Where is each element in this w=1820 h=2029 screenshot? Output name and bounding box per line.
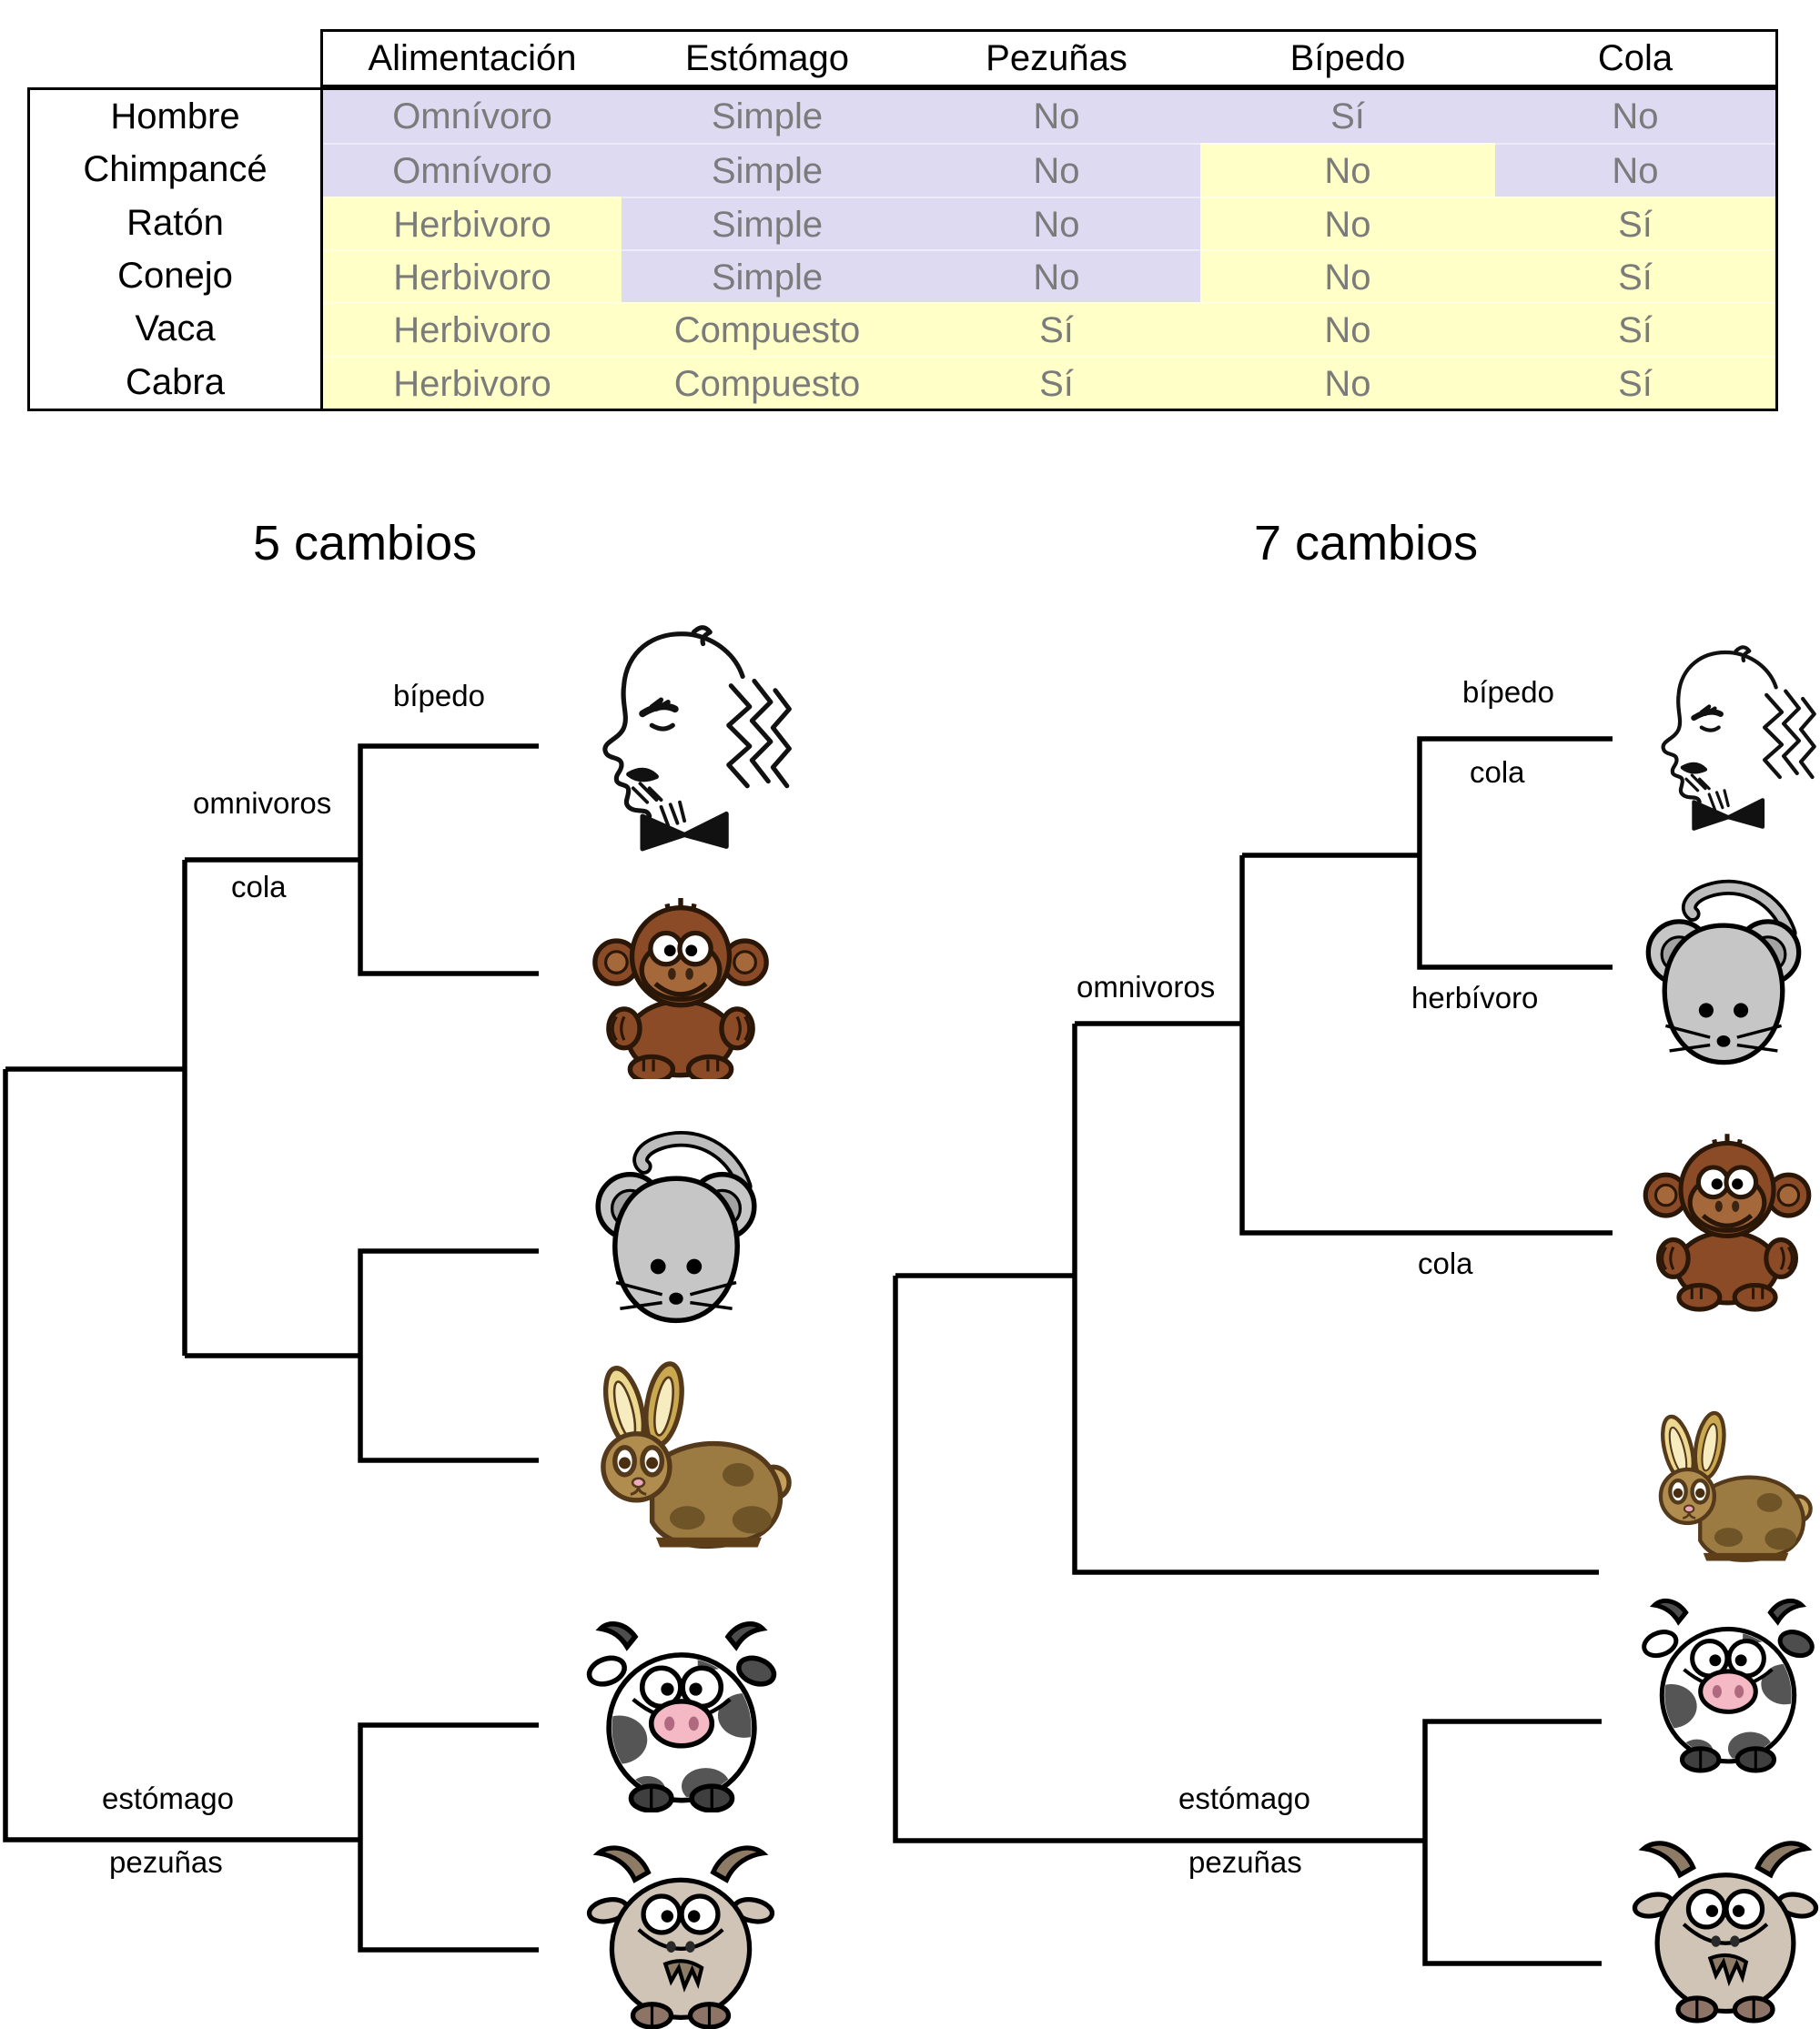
rabbit-icon (1631, 1367, 1820, 1620)
cow-icon (577, 1610, 786, 1812)
table-cell: Omnívoro (323, 90, 622, 144)
table-cell: No (1200, 355, 1495, 409)
table-cell: Simple (622, 196, 913, 249)
right-tree-branches (893, 736, 1613, 1966)
left-label-estomago: estómago (102, 1782, 234, 1815)
left-tree-branches (3, 743, 539, 1953)
table-cell: No (913, 196, 1200, 249)
row-name: Vaca (30, 302, 323, 356)
table-cell: No (913, 248, 1200, 303)
table-cell: No (913, 143, 1200, 197)
right-label-cola-top: cola (1470, 755, 1525, 789)
table-cell: Sí (1495, 355, 1775, 409)
table-cell: Herbivoro (323, 248, 622, 303)
row-name: Hombre (30, 90, 323, 144)
table-cell: Compuesto (622, 355, 913, 409)
row-name: Ratón (30, 196, 323, 249)
right-label-herbivoro: herbívoro (1411, 981, 1539, 1014)
table-cell: Sí (1495, 302, 1775, 356)
table-cell: Simple (622, 90, 913, 144)
goat-icon (568, 1838, 794, 2029)
chimpanzee-icon (1634, 1090, 1820, 1338)
right-label-bipedo: bípedo (1462, 675, 1554, 709)
table-cell: No (1200, 143, 1495, 197)
table-cell: Omnívoro (323, 143, 622, 197)
table-cell: Herbivoro (323, 196, 622, 249)
left-label-omnivoros: omnivoros (193, 786, 332, 820)
table-cell: Simple (622, 143, 913, 197)
chimpanzee-icon (575, 884, 786, 1079)
cow-icon (1636, 1585, 1820, 1776)
human-icon (562, 621, 797, 853)
table-cell: No (1495, 90, 1775, 144)
table-cell: Sí (1495, 248, 1775, 303)
goat-icon (1631, 1827, 1820, 2029)
table-cell: No (1200, 196, 1495, 249)
table-cell: Sí (913, 302, 1200, 356)
table-cell: No (1200, 302, 1495, 356)
table-cell: Compuesto (622, 302, 913, 356)
column-header: Cola (1597, 38, 1673, 78)
table-cell: Sí (913, 355, 1200, 409)
left-label-cola: cola (231, 870, 287, 903)
table-header-row: Alimentación Estómago Pezuñas Bípedo Col… (320, 29, 1778, 87)
row-name: Conejo (30, 248, 323, 303)
rabbit-icon (566, 1352, 801, 1574)
right-label-pezunas: pezuñas (1188, 1845, 1302, 1879)
mouse-icon (1627, 863, 1820, 1081)
row-name: Cabra (30, 355, 323, 409)
right-label-cola-bottom: cola (1418, 1247, 1473, 1280)
column-header: Pezuñas (986, 38, 1127, 78)
table-cell: No (1495, 143, 1775, 197)
mouse-icon (562, 1126, 790, 1327)
left-tree-title: 5 cambios (253, 516, 478, 570)
table-cell: Sí (1200, 90, 1495, 144)
table-cell: Herbivoro (323, 302, 622, 356)
table-cell: Simple (622, 248, 913, 303)
table-cell: No (1200, 248, 1495, 303)
row-name: Chimpancé (30, 143, 323, 197)
column-header: Estómago (684, 38, 850, 78)
table-cell: Sí (1495, 196, 1775, 249)
table-cell: No (913, 90, 1200, 144)
column-header: Alimentación (368, 38, 577, 78)
right-label-omnivoros: omnivoros (1077, 970, 1216, 1004)
human-icon (1629, 621, 1820, 853)
table-body: Hombre Omnívoro Simple No Sí No Chimpanc… (27, 87, 1778, 411)
left-label-pezunas: pezuñas (109, 1845, 223, 1879)
right-tree-title: 7 cambios (1254, 516, 1479, 570)
right-label-estomago: estómago (1178, 1782, 1310, 1815)
left-label-bipedo: bípedo (393, 679, 485, 712)
column-header: Bípedo (1289, 38, 1406, 78)
table-cell: Herbivoro (323, 355, 622, 409)
